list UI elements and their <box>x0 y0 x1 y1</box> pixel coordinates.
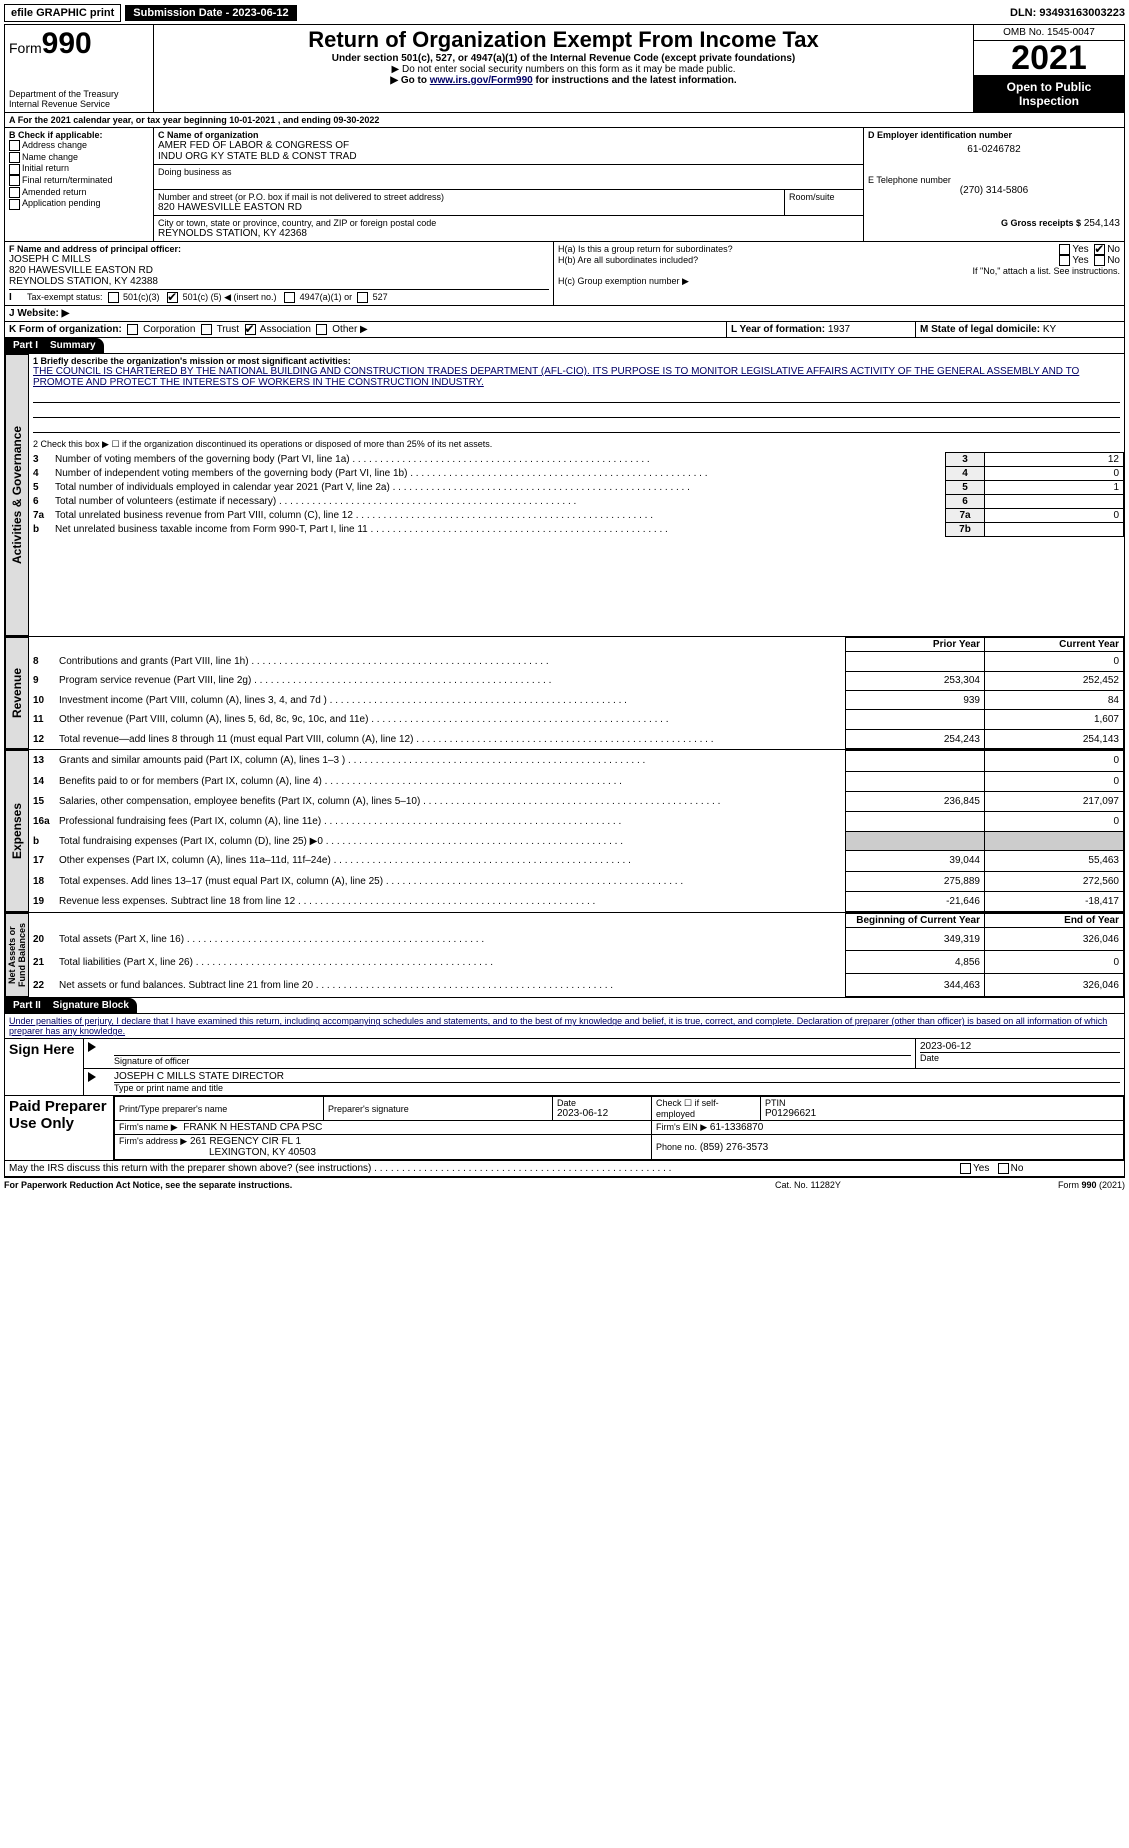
officer-print-name: JOSEPH C MILLS STATE DIRECTOR <box>114 1071 1120 1082</box>
sig-date: 2023-06-12 <box>920 1041 1120 1052</box>
table-row: 11Other revenue (Part VIII, column (A), … <box>29 710 1124 729</box>
tab-net-assets: Net Assets or Fund Balances <box>5 913 29 997</box>
table-row: 8Contributions and grants (Part VIII, li… <box>29 652 1124 671</box>
box-k-l-m: K Form of organization: Corporation Trus… <box>5 322 1124 338</box>
irs-link[interactable]: www.irs.gov/Form990 <box>430 75 533 86</box>
net-assets-table: Beginning of Current Year End of Year 20… <box>29 913 1124 997</box>
table-row: 18Total expenses. Add lines 13–17 (must … <box>29 871 1124 891</box>
perjury-statement: Under penalties of perjury, I declare th… <box>5 1014 1124 1039</box>
open-public-badge: Open to Public Inspection <box>974 76 1124 112</box>
line-a: A For the 2021 calendar year, or tax yea… <box>5 113 1124 128</box>
dept-label: Department of the Treasury <box>9 89 149 99</box>
room-suite-label: Room/suite <box>789 192 859 202</box>
table-row: 20Total assets (Part X, line 16)349,3193… <box>29 928 1124 951</box>
org-name-2: INDU ORG KY STATE BLD & CONST TRAD <box>158 151 859 162</box>
table-row: 3Number of voting members of the governi… <box>29 453 1124 467</box>
revenue-table: Prior Year Current Year 8Contributions a… <box>29 637 1124 749</box>
part-2-header: Part IISignature Block <box>5 998 1124 1014</box>
governance-table: 3Number of voting members of the governi… <box>29 452 1124 537</box>
paid-preparer-label: Paid Preparer Use Only <box>5 1096 114 1160</box>
street-address: 820 HAWESVILLE EASTON RD <box>158 202 780 213</box>
dln-label: DLN: 93493163003223 <box>1010 7 1125 19</box>
efile-badge: efile GRAPHIC print <box>4 4 121 22</box>
tab-revenue: Revenue <box>5 637 29 749</box>
table-row: 19Revenue less expenses. Subtract line 1… <box>29 891 1124 911</box>
table-row: 13Grants and similar amounts paid (Part … <box>29 751 1124 771</box>
table-row: 17Other expenses (Part IX, column (A), l… <box>29 851 1124 871</box>
mission-text: THE COUNCIL IS CHARTERED BY THE NATIONAL… <box>33 366 1120 388</box>
pra-notice: For Paperwork Reduction Act Notice, see … <box>4 1180 775 1190</box>
submission-date-badge: Submission Date - 2023-06-12 <box>125 5 296 21</box>
footer-row: For Paperwork Reduction Act Notice, see … <box>4 1180 1125 1190</box>
table-row: 5Total number of individuals employed in… <box>29 481 1124 495</box>
officer-block: F Name and address of principal officer:… <box>5 242 1124 306</box>
summary-section: Activities & Governance 1 Briefly descri… <box>5 354 1124 637</box>
net-assets-section: Net Assets or Fund Balances Beginning of… <box>5 913 1124 998</box>
officer-name: JOSEPH C MILLS <box>9 254 549 265</box>
irs-discuss-row: May the IRS discuss this return with the… <box>5 1161 1124 1177</box>
sig-officer-label: Signature of officer <box>114 1055 911 1066</box>
box-f: F Name and address of principal officer:… <box>5 242 554 305</box>
table-row: 21Total liabilities (Part X, line 26)4,8… <box>29 951 1124 974</box>
state-domicile: KY <box>1043 324 1056 335</box>
sign-here-block: Sign Here Signature of officer 2023-06-1… <box>5 1039 1124 1096</box>
officer-street: 820 HAWESVILLE EASTON RD <box>9 265 549 276</box>
firm-name: FRANK N HESTAND CPA PSC <box>183 1122 322 1133</box>
box-h: H(a) Is this a group return for subordin… <box>554 242 1124 305</box>
part-1-header: Part ISummary <box>5 338 1124 354</box>
ssn-note: ▶ Do not enter social security numbers o… <box>158 64 969 75</box>
ptin-value: P01296621 <box>765 1108 1119 1119</box>
link-note: ▶ Go to www.irs.gov/Form990 for instruct… <box>158 75 969 86</box>
officer-city: REYNOLDS STATION, KY 42388 <box>9 276 549 287</box>
table-row: 16aProfessional fundraising fees (Part I… <box>29 812 1124 832</box>
form-container: Form990 Department of the Treasury Inter… <box>4 24 1125 1178</box>
firm-address-1: 261 REGENCY CIR FL 1 <box>190 1136 301 1147</box>
table-row: 14Benefits paid to or for members (Part … <box>29 771 1124 791</box>
firm-ein: 61-1336870 <box>710 1122 763 1133</box>
form-header: Form990 Department of the Treasury Inter… <box>5 25 1124 113</box>
table-row: bNet unrelated business taxable income f… <box>29 523 1124 537</box>
tab-governance: Activities & Governance <box>5 354 29 636</box>
city-state-zip: REYNOLDS STATION, KY 42368 <box>158 228 859 239</box>
table-row: 22Net assets or fund balances. Subtract … <box>29 974 1124 997</box>
firm-address-2: LEXINGTON, KY 40503 <box>209 1147 316 1158</box>
expenses-table: 13Grants and similar amounts paid (Part … <box>29 750 1124 912</box>
form-number: Form990 <box>9 27 149 61</box>
table-row: 4Number of independent voting members of… <box>29 467 1124 481</box>
firm-phone: (859) 276-3573 <box>700 1142 768 1153</box>
org-name-1: AMER FED OF LABOR & CONGRESS OF <box>158 140 859 151</box>
triangle-icon <box>88 1072 96 1082</box>
top-bar: efile GRAPHIC print Submission Date - 20… <box>4 4 1125 22</box>
year-formation: 1937 <box>828 324 850 335</box>
line-2: 2 Check this box ▶ ☐ if the organization… <box>29 437 1124 452</box>
table-row: 7aTotal unrelated business revenue from … <box>29 509 1124 523</box>
sign-here-label: Sign Here <box>5 1039 84 1095</box>
ein-value: 61-0246782 <box>868 144 1120 155</box>
table-row: 6Total number of volunteers (estimate if… <box>29 495 1124 509</box>
box-j: J Website: ▶ <box>5 306 1124 322</box>
box-h-c: H(c) Group exemption number ▶ <box>558 276 1120 287</box>
form-subtitle: Under section 501(c), 527, or 4947(a)(1)… <box>158 53 969 64</box>
phone-value: (270) 314-5806 <box>868 185 1120 196</box>
tax-year: 2021 <box>974 41 1124 76</box>
triangle-icon <box>88 1042 96 1052</box>
paid-preparer-block: Paid Preparer Use Only Print/Type prepar… <box>5 1096 1124 1161</box>
table-row: 10Investment income (Part VIII, column (… <box>29 691 1124 710</box>
dba-label: Doing business as <box>158 167 859 177</box>
gross-receipts: 254,143 <box>1084 218 1120 229</box>
identity-block: B Check if applicable: Address change Na… <box>5 128 1124 242</box>
box-c: C Name of organization AMER FED OF LABOR… <box>154 128 863 241</box>
box-b: B Check if applicable: Address change Na… <box>5 128 154 241</box>
form-title: Return of Organization Exempt From Incom… <box>158 27 969 53</box>
cat-number: Cat. No. 11282Y <box>775 1180 975 1190</box>
expenses-section: Expenses 13Grants and similar amounts pa… <box>5 750 1124 913</box>
table-row: 9Program service revenue (Part VIII, lin… <box>29 671 1124 690</box>
revenue-section: Revenue Prior Year Current Year 8Contrib… <box>5 637 1124 750</box>
table-row: 15Salaries, other compensation, employee… <box>29 791 1124 811</box>
table-row: bTotal fundraising expenses (Part IX, co… <box>29 832 1124 851</box>
table-row: 12Total revenue—add lines 8 through 11 (… <box>29 729 1124 748</box>
irs-label: Internal Revenue Service <box>9 99 149 109</box>
tab-expenses: Expenses <box>5 750 29 912</box>
box-d-e-g: D Employer identification number 61-0246… <box>863 128 1124 241</box>
